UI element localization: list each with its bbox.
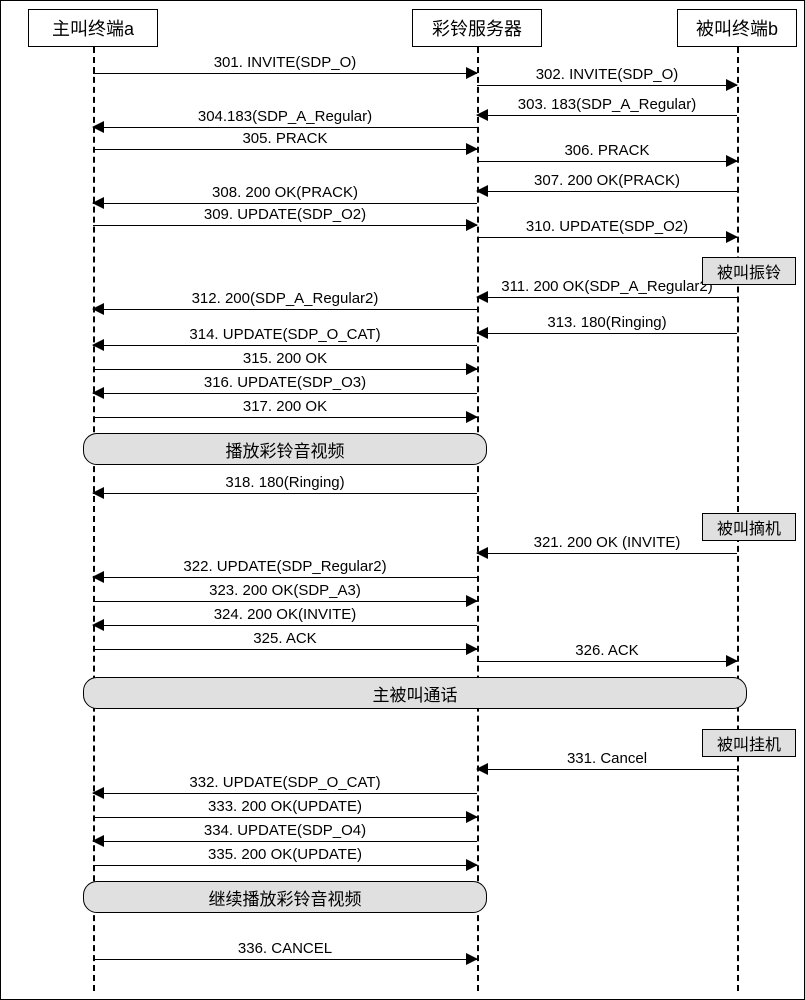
message-label: 305. PRACK — [93, 130, 477, 147]
message-arrow: 308. 200 OK(PRACK) — [93, 203, 477, 204]
message-label: 303. 183(SDP_A_Regular) — [477, 96, 737, 113]
state-box: 被叫摘机 — [702, 513, 796, 541]
message-label: 316. UPDATE(SDP_O3) — [93, 374, 477, 391]
message-label: 313. 180(Ringing) — [477, 314, 737, 331]
state-box: 被叫振铃 — [702, 257, 796, 285]
message-label: 315. 200 OK — [93, 350, 477, 367]
message-arrow: 332. UPDATE(SDP_O_CAT) — [93, 793, 477, 794]
message-arrow: 326. ACK — [477, 661, 737, 662]
sequence-diagram: 主叫终端a 彩铃服务器 被叫终端b 301. INVITE(SDP_O) 302. IN… — [0, 0, 805, 1000]
state-box: 被叫挂机 — [702, 729, 796, 757]
message-label: 312. 200(SDP_A_Regular2) — [93, 290, 477, 307]
message-arrow: 336. CANCEL — [93, 959, 477, 960]
message-arrow: 304.183(SDP_A_Regular) — [93, 127, 477, 128]
message-label: 322. UPDATE(SDP_Regular2) — [93, 558, 477, 575]
message-arrow: 315. 200 OK — [93, 369, 477, 370]
message-arrow: 335. 200 OK(UPDATE) — [93, 865, 477, 866]
message-arrow: 334. UPDATE(SDP_O4) — [93, 841, 477, 842]
note-box: 主被叫通话 — [83, 677, 747, 709]
message-arrow: 322. UPDATE(SDP_Regular2) — [93, 577, 477, 578]
message-label: 309. UPDATE(SDP_O2) — [93, 206, 477, 223]
message-arrow: 312. 200(SDP_A_Regular2) — [93, 309, 477, 310]
message-label: 307. 200 OK(PRACK) — [477, 172, 737, 189]
message-label: 323. 200 OK(SDP_A3) — [93, 582, 477, 599]
message-label: 317. 200 OK — [93, 398, 477, 415]
message-label: 302. INVITE(SDP_O) — [477, 66, 737, 83]
message-label: 325. ACK — [93, 630, 477, 647]
message-arrow: 310. UPDATE(SDP_O2) — [477, 237, 737, 238]
message-label: 336. CANCEL — [93, 940, 477, 957]
message-arrow: 331. Cancel — [477, 769, 737, 770]
message-arrow: 317. 200 OK — [93, 417, 477, 418]
message-arrow: 305. PRACK — [93, 149, 477, 150]
message-label: 335. 200 OK(UPDATE) — [93, 846, 477, 863]
message-arrow: 333. 200 OK(UPDATE) — [93, 817, 477, 818]
participant-b: 被叫终端b — [677, 9, 797, 47]
message-arrow: 324. 200 OK(INVITE) — [93, 625, 477, 626]
message-label: 321. 200 OK (INVITE) — [477, 534, 737, 551]
message-label: 331. Cancel — [477, 750, 737, 767]
message-label: 314. UPDATE(SDP_O_CAT) — [93, 326, 477, 343]
message-label: 324. 200 OK(INVITE) — [93, 606, 477, 623]
message-arrow: 311. 200 OK(SDP_A_Regular2) — [477, 297, 737, 298]
message-label: 308. 200 OK(PRACK) — [93, 184, 477, 201]
message-arrow: 307. 200 OK(PRACK) — [477, 191, 737, 192]
message-label: 310. UPDATE(SDP_O2) — [477, 218, 737, 235]
message-arrow: 321. 200 OK (INVITE) — [477, 553, 737, 554]
message-arrow: 303. 183(SDP_A_Regular) — [477, 115, 737, 116]
message-label: 301. INVITE(SDP_O) — [93, 54, 477, 71]
message-label: 334. UPDATE(SDP_O4) — [93, 822, 477, 839]
message-label: 318. 180(Ringing) — [93, 474, 477, 491]
message-arrow: 306. PRACK — [477, 161, 737, 162]
message-label: 326. ACK — [477, 642, 737, 659]
message-arrow: 313. 180(Ringing) — [477, 333, 737, 334]
message-arrow: 309. UPDATE(SDP_O2) — [93, 225, 477, 226]
message-arrow: 318. 180(Ringing) — [93, 493, 477, 494]
message-label: 332. UPDATE(SDP_O_CAT) — [93, 774, 477, 791]
message-arrow: 323. 200 OK(SDP_A3) — [93, 601, 477, 602]
message-arrow: 316. UPDATE(SDP_O3) — [93, 393, 477, 394]
message-arrow: 302. INVITE(SDP_O) — [477, 85, 737, 86]
message-label: 311. 200 OK(SDP_A_Regular2) — [477, 278, 737, 295]
note-box: 继续播放彩铃音视频 — [83, 881, 487, 913]
message-arrow: 314. UPDATE(SDP_O_CAT) — [93, 345, 477, 346]
message-label: 306. PRACK — [477, 142, 737, 159]
participant-a: 主叫终端a — [28, 9, 158, 47]
message-label: 304.183(SDP_A_Regular) — [93, 108, 477, 125]
message-arrow: 301. INVITE(SDP_O) — [93, 73, 477, 74]
message-label: 333. 200 OK(UPDATE) — [93, 798, 477, 815]
message-arrow: 325. ACK — [93, 649, 477, 650]
note-box: 播放彩铃音视频 — [83, 433, 487, 465]
participant-s: 彩铃服务器 — [412, 9, 542, 47]
